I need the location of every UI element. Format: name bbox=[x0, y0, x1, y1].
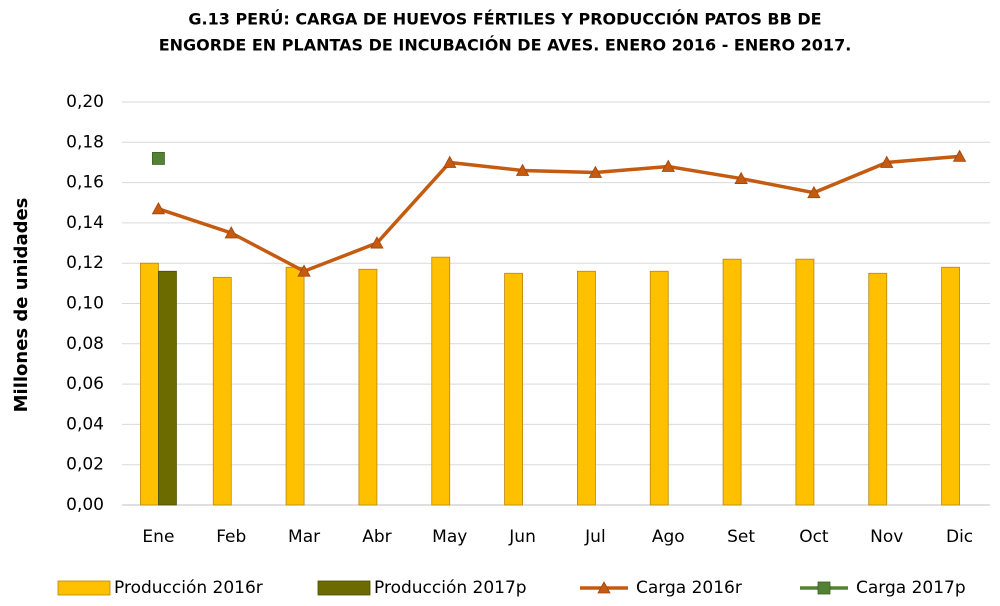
legend-label: Carga 2016r bbox=[636, 578, 742, 598]
marker bbox=[443, 155, 457, 168]
bar bbox=[941, 266, 960, 506]
marker bbox=[734, 171, 748, 184]
bar bbox=[285, 266, 305, 506]
marker bbox=[152, 152, 165, 165]
x-tick-label: Mar bbox=[288, 527, 320, 547]
y-tick-label: 0,08 bbox=[66, 334, 104, 354]
marker bbox=[151, 201, 166, 215]
chart-title: ENGORDE EN PLANTAS DE INCUBACIÓN DE AVES… bbox=[159, 36, 852, 55]
bar bbox=[140, 262, 159, 506]
bar bbox=[795, 258, 815, 506]
y-tick-label: 0,06 bbox=[66, 374, 104, 394]
bar bbox=[504, 272, 523, 506]
bar bbox=[358, 268, 378, 506]
x-tick-label: Nov bbox=[870, 527, 903, 547]
x-tick-label: Ene bbox=[142, 527, 174, 547]
y-tick-label: 0,04 bbox=[66, 414, 104, 434]
y-tick-label: 0,00 bbox=[66, 495, 104, 515]
x-tick-label: Set bbox=[727, 527, 755, 547]
y-tick-label: 0,16 bbox=[66, 173, 104, 193]
chart-title: G.13 PERÚ: CARGA DE HUEVOS FÉRTILES Y PR… bbox=[188, 10, 821, 29]
legend-swatch bbox=[317, 580, 371, 596]
legend-marker bbox=[817, 581, 831, 595]
bar bbox=[431, 256, 451, 506]
line bbox=[157, 154, 960, 274]
bar bbox=[577, 270, 596, 506]
legend-label: Carga 2017p bbox=[856, 578, 966, 598]
x-tick-label: Jul bbox=[584, 527, 606, 547]
x-tick-label: Jun bbox=[508, 527, 536, 547]
y-tick-label: 0,02 bbox=[66, 455, 104, 475]
bar bbox=[722, 258, 742, 506]
y-tick-label: 0,10 bbox=[66, 294, 104, 314]
marker bbox=[515, 163, 530, 176]
bar bbox=[158, 270, 177, 506]
marker bbox=[661, 159, 675, 172]
bar bbox=[868, 272, 888, 506]
legend-swatch bbox=[57, 580, 111, 596]
marker bbox=[370, 236, 384, 249]
legend-label: Producción 2017p bbox=[374, 578, 527, 598]
marker bbox=[588, 165, 603, 178]
y-tick-label: 0,12 bbox=[66, 253, 104, 273]
y-tick-label: 0,18 bbox=[66, 132, 104, 152]
x-tick-label: Ago bbox=[652, 527, 685, 547]
y-tick-label: 0,14 bbox=[66, 213, 104, 233]
marker bbox=[297, 264, 311, 277]
marker bbox=[807, 185, 821, 199]
marker bbox=[952, 149, 967, 162]
y-axis-label: Millones de unidades bbox=[11, 198, 32, 413]
bar bbox=[212, 276, 232, 506]
x-tick-label: Dic bbox=[946, 527, 973, 547]
x-tick-label: Oct bbox=[799, 527, 829, 547]
marker bbox=[224, 226, 238, 239]
legend-marker bbox=[597, 581, 611, 594]
x-tick-label: Abr bbox=[362, 527, 391, 547]
x-tick-label: May bbox=[432, 527, 467, 547]
y-tick-label: 0,20 bbox=[66, 92, 104, 112]
bar bbox=[649, 270, 669, 506]
x-tick-label: Feb bbox=[216, 527, 246, 547]
legend-label: Producción 2016r bbox=[114, 578, 263, 598]
marker bbox=[880, 155, 894, 168]
